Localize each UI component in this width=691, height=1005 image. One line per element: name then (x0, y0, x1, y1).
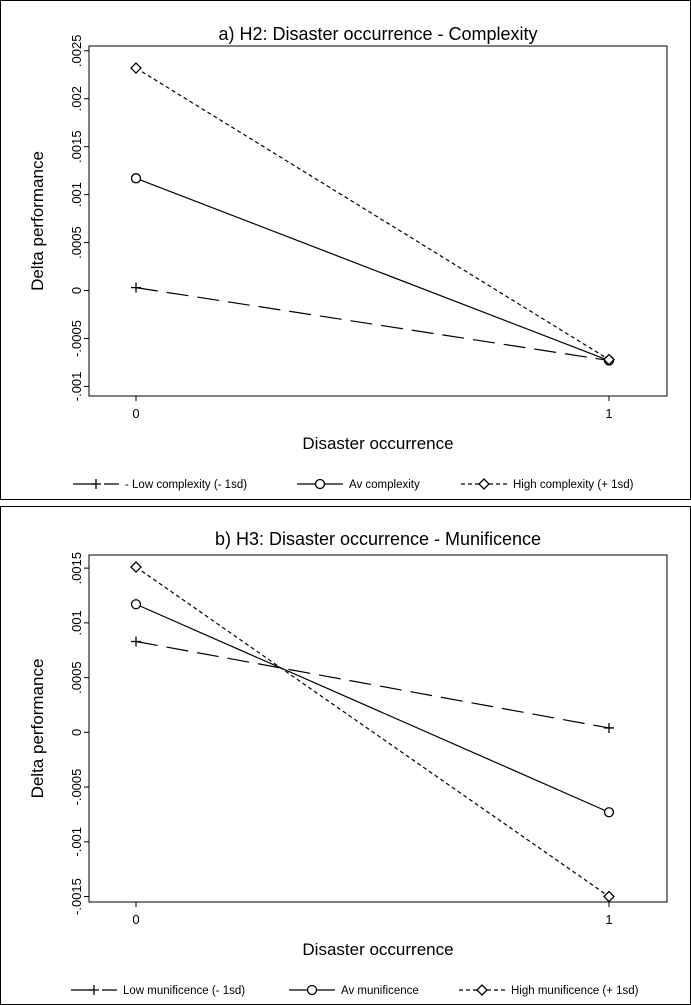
chart-b-series-2-point-0 (130, 561, 142, 573)
chart-a-legend-label-1: Av complexity (349, 479, 420, 491)
chart-a-x-tick-label-0: 0 (132, 406, 139, 421)
chart-b-y-tick-label-4: .0005 (69, 661, 84, 694)
chart-b-series-1-point-1 (603, 807, 615, 818)
chart-b-series-0-line (135, 640, 610, 729)
chart-b-y-axis-label: Delta performance (28, 659, 47, 799)
chart-a-series-1-point-0 (130, 173, 142, 184)
chart-b-series-0-point-0 (131, 636, 141, 647)
chart-b-x-axis-label: Disaster occurrence (302, 940, 453, 959)
chart-b-y-tick-label-1: -.001 (69, 827, 84, 857)
chart-b-plot-frame (88, 554, 668, 903)
chart-a-series-0-line (135, 287, 610, 362)
chart-a-y-tick-label-6: .002 (69, 86, 84, 111)
chart-b-x-tick-label-0: 0 (132, 912, 139, 927)
chart-b-legend-label-1: Av munificence (341, 985, 419, 997)
chart-munificence: b) H3: Disaster occurrence - Munificence… (28, 529, 668, 997)
chart-a-series-2-point-0 (130, 62, 142, 74)
chart-b-legend-marker-2 (476, 984, 488, 996)
chart-a-x-axis-label: Disaster occurrence (302, 434, 453, 453)
chart-b-y-tick-label-3: 0 (69, 729, 84, 736)
chart-a-y-tick-label-2: 0 (69, 287, 84, 294)
chart-b-y-tick-label-0: -.0015 (69, 878, 84, 915)
chart-a-series-0-point-0 (131, 282, 141, 293)
chart-b-x-tick-label-1: 1 (605, 912, 612, 927)
chart-b-series-1-point-0 (130, 599, 142, 610)
chart-a-plot-frame (88, 45, 668, 397)
chart-panel-munificence: b) H3: Disaster occurrence - Munificence… (0, 506, 691, 1005)
chart-b-y-tick-label-2: -.0005 (69, 769, 84, 806)
chart-a-series-1-line (135, 177, 610, 362)
chart-a-y-tick-label-4: .001 (69, 182, 84, 207)
chart-a-x-tick-label-1: 1 (605, 406, 612, 421)
chart-b-series-1-line (135, 603, 610, 813)
chart-a-series-2-line (135, 67, 610, 361)
chart-a-y-tick-label-5: .0015 (69, 130, 84, 163)
chart-b-legend-marker-0 (89, 985, 99, 995)
chart-b-legend-marker-1 (306, 984, 318, 996)
chart-a-legend-label-2: High complexity (+ 1sd) (513, 479, 634, 491)
chart-b-series-2-line (135, 566, 610, 898)
chart-a-legend-marker-1 (314, 478, 326, 490)
chart-a-y-tick-label-3: .0005 (69, 226, 84, 259)
chart-a-legend-marker-0 (91, 479, 101, 489)
chart-b-title: b) H3: Disaster occurrence - Munificence (215, 529, 541, 549)
chart-b-series-2-point-1 (603, 890, 615, 903)
chart-a-legend-marker-2 (478, 478, 490, 490)
chart-a-title: a) H2: Disaster occurrence - Complexity (218, 24, 537, 44)
chart-b-y-tick-label-5: .001 (69, 610, 84, 635)
chart-b-legend-label-2: High munificence (+ 1sd) (511, 985, 639, 997)
chart-a-y-tick-label-1: -.0005 (69, 320, 84, 357)
chart-a-y-axis-label: Delta performance (28, 151, 47, 291)
chart-b-series-0-point-1 (604, 722, 614, 733)
chart-a-y-tick-label-7: .0025 (69, 35, 84, 68)
chart-a-legend-label-0: - Low complexity (- 1sd) (125, 479, 247, 491)
chart-b-y-tick-label-6: .0015 (69, 552, 84, 585)
chart-a-series-2-point-1 (603, 353, 615, 366)
chart-complexity: a) H2: Disaster occurrence - Complexity -… (28, 24, 668, 491)
chart-panel-complexity: a) H2: Disaster occurrence - Complexity -… (0, 0, 691, 500)
chart-a-y-tick-label-0: -.001 (69, 372, 84, 402)
chart-b-legend-label-0: Low munificence (- 1sd) (123, 985, 245, 997)
